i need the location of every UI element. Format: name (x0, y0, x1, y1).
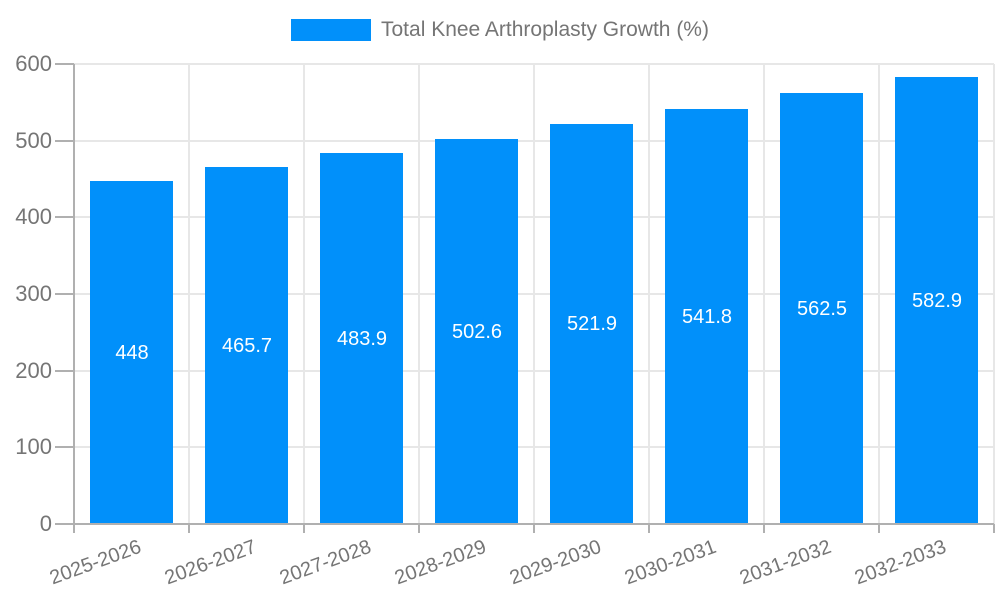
bar-value-label: 582.9 (911, 290, 963, 312)
gridline-vertical (993, 64, 995, 524)
bar-value-label: 448 (115, 342, 149, 364)
x-tick-label: 2030-2031 (621, 535, 720, 590)
y-axis-tick (55, 370, 74, 372)
y-axis-tick (55, 216, 74, 218)
y-tick-label: 100 (15, 434, 52, 459)
bar[interactable] (205, 167, 288, 524)
x-axis-tick (648, 524, 650, 533)
gridline-vertical (648, 64, 650, 524)
x-axis-tick (303, 524, 305, 533)
bar[interactable] (895, 77, 978, 524)
y-tick-label: 0 (39, 511, 52, 536)
x-axis-tick (878, 524, 880, 533)
y-tick-label: 600 (15, 51, 52, 76)
legend-label: Total Knee Arthroplasty Growth (%) (381, 18, 709, 41)
bar-value-label: 541.8 (681, 306, 733, 328)
y-tick-label: 400 (15, 204, 52, 229)
chart-legend: Total Knee Arthroplasty Growth (%) (0, 19, 1000, 41)
bar[interactable] (90, 181, 173, 524)
gridline-vertical (878, 64, 880, 524)
gridline-vertical (188, 64, 190, 524)
bar[interactable] (780, 93, 863, 524)
gridline-vertical (763, 64, 765, 524)
y-axis-tick (55, 63, 74, 65)
x-tick-label: 2028-2029 (391, 535, 490, 590)
legend-swatch (291, 19, 371, 41)
bar[interactable] (320, 153, 403, 524)
x-tick-label: 2031-2032 (736, 535, 835, 590)
x-tick-label: 2027-2028 (276, 535, 375, 590)
bar[interactable] (550, 124, 633, 524)
x-axis-tick (763, 524, 765, 533)
x-tick-label: 2025-2026 (46, 535, 145, 590)
x-tick-label: 2032-2033 (851, 535, 950, 590)
y-tick-label: 200 (15, 358, 52, 383)
x-axis-tick (418, 524, 420, 533)
x-axis-tick (993, 524, 995, 533)
y-tick-label: 300 (15, 281, 52, 306)
gridline-vertical (303, 64, 305, 524)
bar-value-label: 483.9 (336, 328, 388, 350)
x-axis-tick (188, 524, 190, 533)
x-tick-label: 2029-2030 (506, 535, 605, 590)
bar[interactable] (435, 139, 518, 524)
bar[interactable] (665, 109, 748, 524)
x-axis-tick (533, 524, 535, 533)
bar-value-label: 562.5 (796, 298, 848, 320)
y-axis-tick (55, 293, 74, 295)
y-axis-tick (55, 523, 74, 525)
x-axis-tick (73, 524, 75, 533)
bar-value-label: 521.9 (566, 313, 618, 335)
bar-value-label: 465.7 (221, 335, 273, 357)
y-axis-line (73, 64, 75, 533)
x-tick-label: 2026-2027 (161, 535, 260, 590)
y-tick-label: 500 (15, 128, 52, 153)
bar-value-label: 502.6 (451, 321, 503, 343)
y-axis-tick (55, 446, 74, 448)
y-axis-tick (55, 140, 74, 142)
gridline-vertical (418, 64, 420, 524)
gridline-vertical (533, 64, 535, 524)
